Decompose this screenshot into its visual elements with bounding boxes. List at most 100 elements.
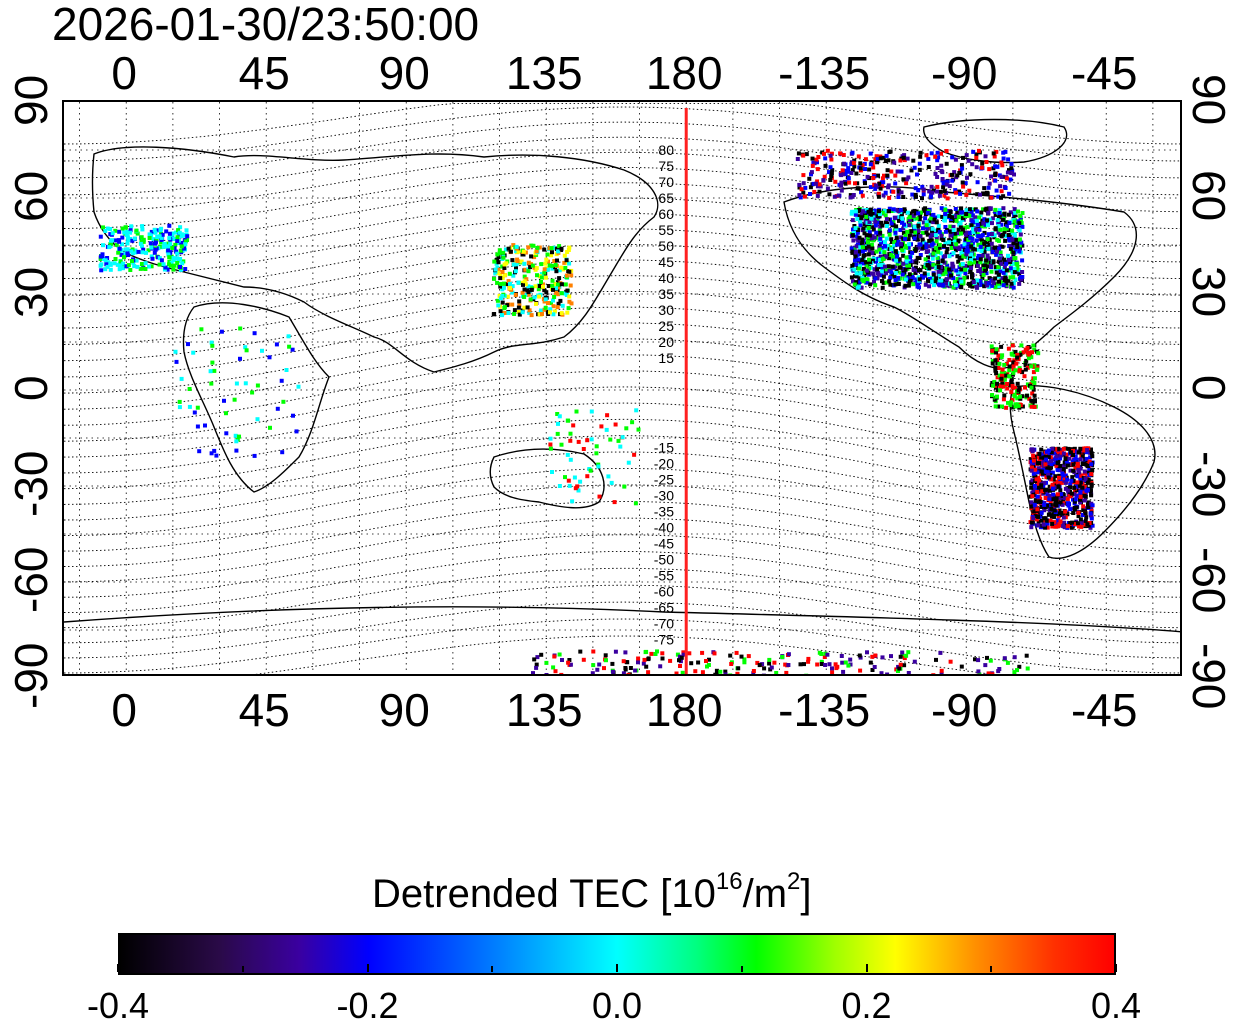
tec-point [1090, 454, 1095, 459]
tec-point [209, 381, 214, 386]
tec-point [860, 277, 865, 282]
tec-point [1007, 220, 1012, 225]
tec-point [569, 273, 574, 278]
tec-point [1000, 380, 1005, 385]
tec-point [877, 209, 881, 214]
tec-point [969, 223, 974, 228]
tec-point [883, 240, 887, 244]
tec-point [1082, 493, 1087, 498]
tec-point [959, 206, 964, 211]
tec-point [998, 388, 1003, 393]
tec-point [959, 282, 964, 287]
tec-point [1023, 363, 1028, 367]
tec-point [784, 670, 789, 674]
tec-point [976, 269, 981, 273]
tec-point [993, 276, 998, 281]
tec-point [974, 675, 978, 676]
tec-point [99, 254, 103, 259]
tec-point [116, 250, 121, 255]
tec-point [880, 279, 884, 284]
tec-point [537, 312, 542, 317]
tec-point [1043, 462, 1048, 467]
tec-point [1089, 482, 1094, 487]
tec-point [1002, 362, 1007, 367]
tec-point [544, 257, 549, 262]
tec-point [1003, 186, 1008, 190]
tec-point [868, 151, 873, 156]
tec-point [170, 231, 175, 236]
tec-point [1018, 232, 1023, 237]
contour-label: 75 [658, 158, 674, 174]
tec-point [871, 225, 876, 230]
tec-point [949, 273, 953, 278]
bottom-longitude-tick-label: -90 [930, 684, 998, 736]
tec-point [505, 303, 510, 308]
tec-point [1013, 247, 1018, 252]
tec-point [710, 675, 714, 676]
tec-point [723, 672, 728, 674]
tec-point [808, 185, 813, 190]
tec-point [1015, 668, 1019, 673]
tec-point [1015, 396, 1020, 401]
tec-point [921, 220, 926, 225]
tec-point [829, 171, 834, 176]
tec-point [989, 269, 994, 274]
tec-point [1009, 377, 1014, 381]
tec-point [1032, 458, 1036, 463]
contour-label: -20 [654, 456, 674, 472]
tec-point [999, 261, 1004, 266]
tec-point [920, 184, 925, 189]
tec-point [921, 226, 925, 231]
tec-point [554, 286, 558, 291]
tec-point [933, 215, 938, 220]
tec-point [502, 262, 507, 267]
tec-point [993, 212, 998, 217]
tec-point [954, 214, 959, 218]
tec-point [888, 275, 893, 280]
tec-point [501, 281, 506, 286]
tec-point [1032, 462, 1037, 467]
tec-point [585, 474, 590, 479]
tec-point [858, 668, 863, 673]
bottom-longitude-tick-label: -45 [1070, 684, 1138, 736]
tec-point [1045, 503, 1050, 508]
tec-point [830, 168, 835, 173]
tec-point [532, 657, 537, 662]
tec-point [873, 283, 878, 288]
tec-point [933, 279, 938, 284]
tec-point [1035, 481, 1040, 486]
tec-point [882, 250, 887, 255]
tec-point [878, 212, 882, 217]
tec-point [1053, 501, 1058, 506]
tec-point [867, 220, 872, 224]
tec-point [681, 652, 686, 657]
tec-point [987, 181, 992, 186]
tec-point [802, 662, 806, 667]
tec-point [1000, 367, 1005, 372]
tec-point [1032, 509, 1037, 514]
tec-point [853, 209, 858, 214]
tec-point [951, 276, 956, 281]
tec-point [896, 282, 901, 286]
tec-point [168, 242, 173, 247]
tec-point [535, 245, 540, 250]
tec-point [966, 158, 971, 163]
tec-point [943, 207, 948, 212]
tec-point [990, 348, 995, 353]
tec-point [1039, 510, 1044, 515]
tec-point [1036, 514, 1041, 519]
magnetic-contour [64, 386, 1180, 458]
tec-point [177, 241, 182, 246]
tec-point [937, 193, 942, 198]
tec-point [1050, 521, 1055, 526]
tec-point [914, 260, 919, 265]
tec-point [853, 258, 857, 263]
tec-point [898, 270, 903, 275]
tec-point [144, 250, 148, 255]
tec-point [500, 300, 505, 305]
tec-point [1058, 463, 1063, 468]
tec-point [882, 173, 886, 178]
magnetic-contour [64, 370, 1180, 442]
tec-point [495, 298, 500, 303]
tec-point [108, 227, 113, 231]
